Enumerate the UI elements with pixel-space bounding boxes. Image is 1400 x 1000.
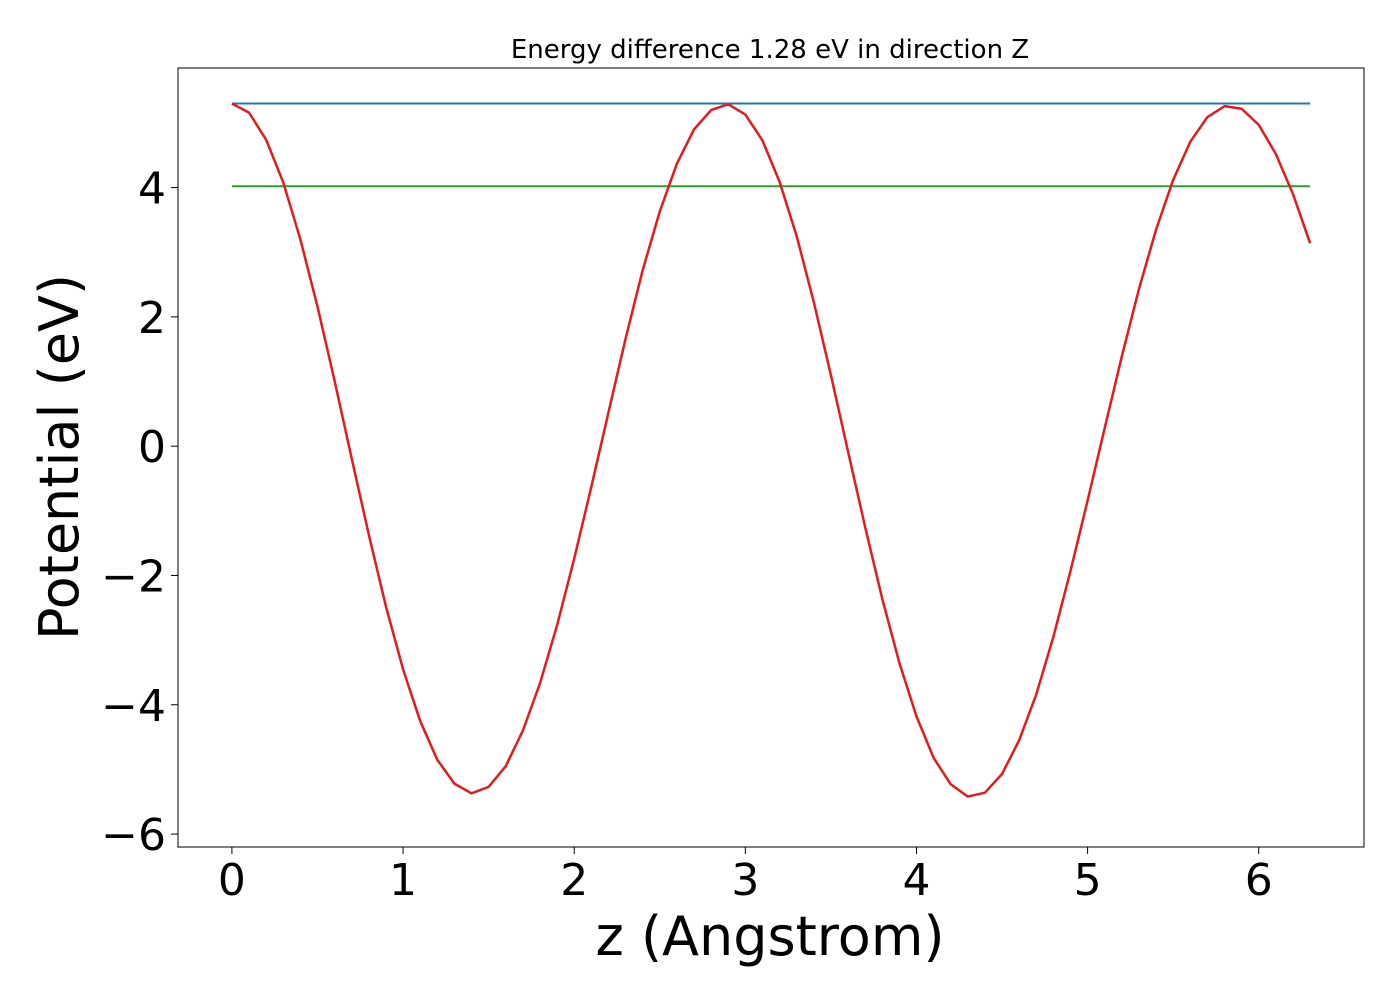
x-tick-label: 5: [1074, 855, 1102, 906]
x-tick-label: 0: [218, 855, 246, 906]
y-tick-label: 2: [138, 293, 166, 344]
x-tick-label: 1: [389, 855, 417, 906]
x-tick-label: 4: [902, 855, 930, 906]
x-tick-label: 3: [731, 855, 759, 906]
y-tick-label: −2: [101, 551, 166, 602]
y-tick-label: 4: [138, 164, 166, 215]
x-tick-label: 6: [1245, 855, 1273, 906]
y-tick-label: −4: [101, 681, 166, 732]
y-tick-label: −6: [101, 810, 166, 861]
series-layer: [231, 102, 1312, 798]
y-tick-label: 0: [138, 422, 166, 473]
x-tick-label: 2: [560, 855, 588, 906]
x-axis-label: z (Angstrom): [595, 905, 944, 968]
plot-frame: [177, 67, 1365, 848]
y-axis: −6 −4 −2 0 2 4: [101, 164, 178, 861]
chart-title: Energy difference 1.28 eV in direction Z: [511, 35, 1029, 65]
y-axis-label: Potential (eV): [28, 274, 91, 640]
series-line-2: [231, 102, 1312, 798]
x-axis: 0 1 2 3 4 5 6: [218, 847, 1273, 906]
